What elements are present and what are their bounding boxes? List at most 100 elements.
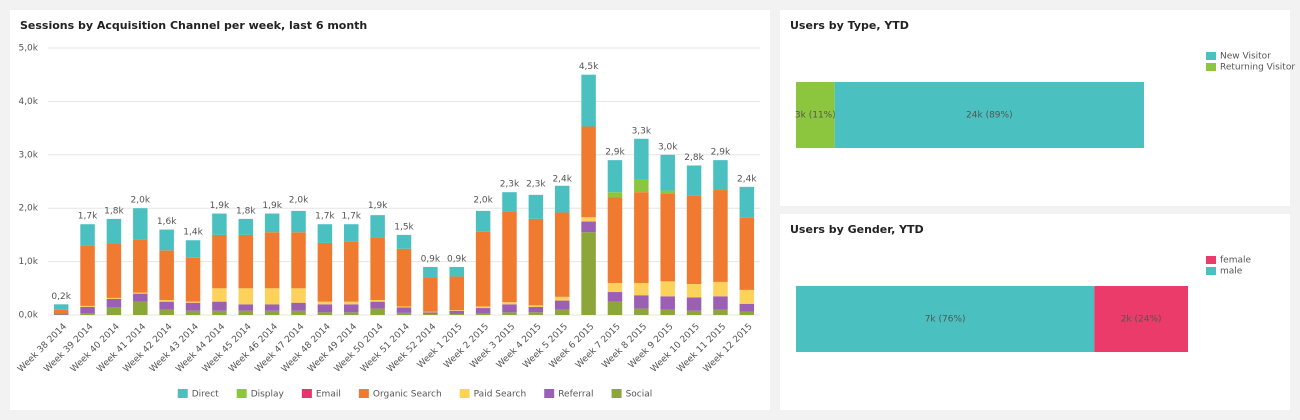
bar-segment — [185, 301, 201, 303]
bar-segment — [528, 312, 544, 315]
bar-segment — [133, 292, 148, 294]
bar-segment — [554, 309, 570, 315]
total-label: 1,9k — [262, 201, 282, 211]
legend-swatch — [1206, 63, 1216, 71]
total-label: 2,9k — [711, 148, 731, 158]
bar-segment — [528, 194, 544, 219]
bar-segment — [660, 193, 675, 282]
y-tick-label: 2,0k — [18, 204, 38, 214]
bar-segment — [212, 310, 227, 315]
bar-segment — [660, 190, 675, 194]
legend-swatch — [459, 389, 470, 398]
bar-segment — [264, 288, 280, 305]
bar-segment — [264, 310, 280, 315]
bar-segment — [449, 313, 464, 315]
bar-segment — [238, 310, 254, 315]
total-label: 1,4k — [183, 228, 203, 238]
bar-segment — [475, 210, 491, 232]
legend-swatch — [177, 389, 188, 398]
bar-segment — [291, 310, 306, 315]
bar-segment — [344, 312, 359, 315]
total-label: 0,9k — [421, 254, 441, 264]
bar-segment — [502, 192, 517, 212]
bar-segment — [396, 234, 412, 249]
bar-segment — [370, 237, 385, 301]
bar-segment — [53, 304, 69, 310]
bar-segment — [423, 312, 438, 314]
legend-swatch — [611, 389, 622, 398]
bar-segment — [264, 232, 280, 289]
bar-segment — [159, 229, 174, 251]
bar-segment — [344, 224, 359, 242]
bar-segment — [475, 231, 491, 307]
value-label: 7k (76%) — [925, 315, 966, 325]
total-label: 2,9k — [605, 148, 625, 158]
total-label: 2,3k — [526, 180, 546, 190]
bar-segment — [449, 310, 464, 311]
total-label: 1,8k — [236, 206, 256, 216]
bar-segment — [554, 185, 570, 213]
legend-swatch — [1206, 267, 1216, 275]
legend-label: Direct — [192, 390, 219, 400]
bar-segment — [660, 154, 675, 191]
legend-label: Email — [316, 390, 341, 400]
total-label: 1,9k — [210, 201, 230, 211]
bar-segment — [423, 313, 438, 315]
bar-segment — [581, 221, 596, 233]
bar-segment — [264, 213, 280, 233]
bar-segment — [212, 288, 227, 302]
bar-segment — [713, 281, 728, 297]
bar-segment — [634, 308, 649, 315]
chart-title: Users by Type, YTD — [790, 19, 909, 32]
bar-segment — [581, 74, 596, 127]
bar-segment — [238, 234, 254, 289]
bar-segment — [634, 295, 649, 309]
bar-segment — [686, 297, 702, 311]
bar-segment — [106, 298, 122, 307]
bar-segment — [185, 302, 201, 311]
bar-segment — [739, 289, 755, 304]
legend-swatch — [544, 389, 555, 398]
bar-segment — [423, 277, 438, 312]
bar-segment — [739, 311, 755, 315]
bar-segment — [502, 304, 517, 313]
bar-segment — [317, 304, 333, 313]
legend-label: Organic Search — [373, 390, 442, 400]
bar-segment — [475, 313, 491, 315]
bar-segment — [713, 160, 728, 191]
legend-label: male — [1220, 267, 1243, 277]
total-label: 2,4k — [737, 174, 757, 184]
total-label: 1,6k — [157, 217, 177, 227]
bar-segment — [423, 266, 438, 278]
bar-segment — [607, 292, 623, 302]
bar-segment — [291, 302, 306, 311]
bar-segment — [80, 224, 95, 246]
bar-segment — [80, 313, 95, 315]
bar-segment — [159, 300, 174, 302]
bar-segment — [607, 282, 623, 293]
bar-segment — [264, 304, 280, 311]
bar-segment — [317, 312, 333, 315]
bar-segment — [554, 212, 570, 297]
bar-segment — [317, 224, 333, 243]
chart-title: Users by Gender, YTD — [790, 223, 924, 236]
bar-segment — [159, 250, 174, 301]
bar-segment — [581, 217, 596, 222]
bar-segment — [796, 82, 835, 148]
bar-segment — [396, 312, 412, 315]
bar-segment — [317, 301, 333, 305]
bar-segment — [370, 300, 385, 302]
bar-segment — [106, 297, 122, 299]
bar-segment — [159, 301, 174, 310]
bar-segment — [634, 282, 649, 296]
bar-segment — [475, 306, 491, 309]
bar-segment — [423, 311, 438, 313]
bar-segment — [713, 309, 728, 315]
total-label: 1,7k — [315, 212, 335, 222]
bar-segment — [396, 307, 412, 313]
bar-segment — [212, 234, 227, 289]
bar-segment — [133, 208, 148, 240]
bar-segment — [291, 232, 306, 289]
bar-segment — [660, 309, 675, 315]
bar-segment — [607, 301, 623, 315]
